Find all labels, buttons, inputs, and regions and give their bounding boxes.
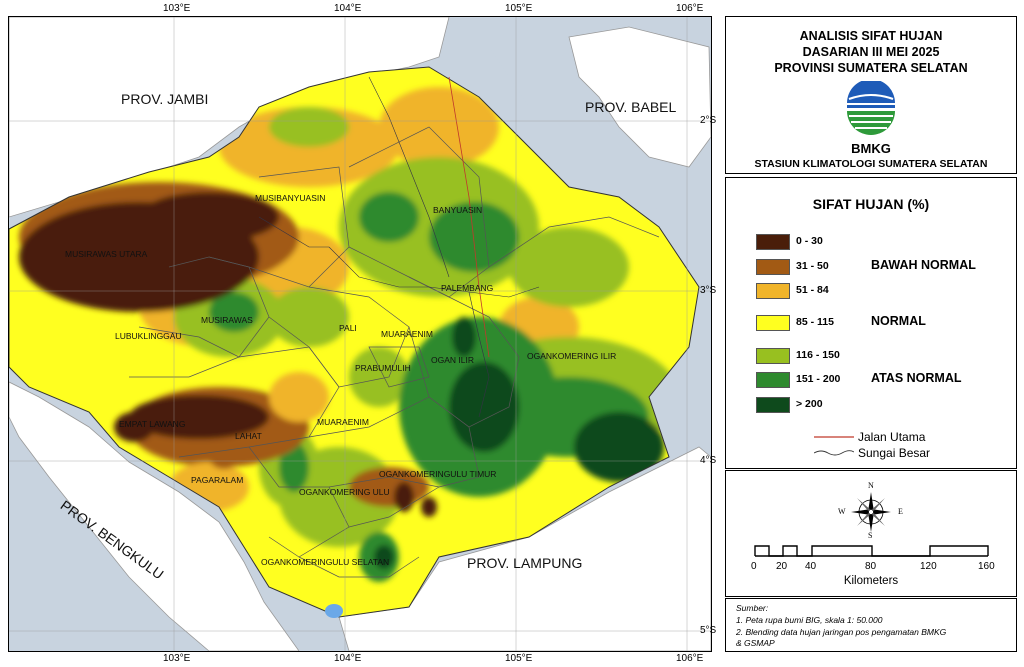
label-oku-timur: OGANKOMERINGULU TIMUR	[379, 469, 497, 479]
label-oki: OGANKOMERING ILIR	[527, 351, 617, 361]
compass-east: E	[898, 507, 903, 516]
label-banyuasin: BANYUASIN	[433, 205, 483, 215]
land-bengkulu	[9, 381, 300, 651]
scale-bar	[754, 545, 989, 557]
legend-label-2: 31 - 50	[796, 260, 829, 272]
legend-swatch-4	[756, 315, 790, 331]
lake	[325, 604, 343, 618]
bmkg-logo	[847, 81, 895, 135]
label-pagaralam: PAGARALAM	[191, 475, 244, 485]
scale-tick-20: 20	[776, 561, 788, 572]
label-oku-selatan: OGANKOMERINGULU SELATAN	[261, 557, 390, 567]
legend-swatch-6	[756, 372, 790, 388]
land-lampung	[338, 446, 711, 651]
label-oku: OGANKOMERING ULU	[299, 487, 390, 497]
lat-tick-2: 3°S	[700, 285, 717, 296]
river-legend-label: Sungai Besar	[858, 446, 931, 460]
scale-tick-120: 120	[920, 561, 937, 572]
legend-label-1: 0 - 30	[796, 235, 823, 247]
label-lubuklinggau: LUBUKLINGGAU	[115, 331, 182, 341]
category-above-normal: ATAS NORMAL	[871, 371, 962, 385]
label-empat-lawang: EMPAT LAWANG	[119, 419, 186, 429]
label-musibanyuasin: MUSIBANYUASIN	[255, 193, 326, 203]
legend-line-symbols	[814, 436, 854, 456]
lon-tick-bottom-4: 106°E	[676, 653, 704, 664]
label-prabumulih: PRABUMULIH	[355, 363, 411, 373]
river-symbol	[814, 450, 854, 456]
lon-tick-top-2: 104°E	[334, 3, 362, 14]
compass-south: S	[868, 531, 873, 540]
label-musirawas-utara: MUSIRAWAS UTARA	[65, 249, 148, 259]
source-panel: Sumber: 1. Peta rupa bumi BIG, skala 1: …	[725, 598, 1017, 652]
label-muaraenim-north: MUARAENIM	[381, 329, 433, 339]
title-panel: ANALISIS SIFAT HUJAN DASARIAN III MEI 20…	[725, 16, 1017, 174]
compass-north: N	[868, 481, 874, 490]
map-title-line3: PROVINSI SUMATERA SELATAN	[774, 61, 968, 75]
lon-tick-top-1: 103°E	[163, 3, 191, 14]
label-ogan-ilir: OGAN ILIR	[431, 355, 474, 365]
label-musirawas: MUSIRAWAS	[201, 315, 253, 325]
road-legend-label: Jalan Utama	[858, 430, 926, 444]
main-road	[448, 76, 490, 358]
label-muaraenim-south: MUARAENIM	[317, 417, 369, 427]
lon-tick-top-3: 105°E	[505, 3, 533, 14]
lat-tick-1: 2°S	[700, 115, 717, 126]
legend-panel: SIFAT HUJAN (%) 0 - 30 31 - 50 51 - 84 8…	[725, 177, 1017, 469]
source-line-1: 1. Peta rupa bumi BIG, skala 1: 50.000	[736, 615, 883, 625]
category-normal: NORMAL	[871, 314, 926, 328]
source-heading: Sumber:	[736, 603, 769, 613]
legend-label-6: 151 - 200	[796, 373, 841, 385]
label-prov-jambi: PROV. JAMBI	[121, 91, 209, 107]
station-name: STASIUN KLIMATOLOGI SUMATERA SELATAN	[754, 158, 988, 170]
legend-label-7: > 200	[796, 398, 823, 410]
river-network	[258, 76, 540, 418]
legend-label-3: 51 - 84	[796, 284, 829, 296]
lon-tick-bottom-1: 103°E	[163, 653, 191, 664]
province-boundary	[9, 66, 700, 618]
lon-tick-top-4: 106°E	[676, 3, 704, 14]
legend-swatch-5	[756, 348, 790, 364]
lon-tick-bottom-2: 104°E	[334, 653, 362, 664]
graticule	[9, 17, 711, 651]
label-prov-babel: PROV. BABEL	[585, 99, 677, 115]
bmkg-logo-text: BMKG	[851, 141, 891, 156]
legend-swatch-7	[756, 397, 790, 413]
legend-label-5: 116 - 150	[796, 349, 840, 361]
scale-panel: N S W E 0 20 40 80 120 160 Kilometers	[725, 470, 1017, 597]
lat-tick-3: 4°S	[700, 455, 717, 466]
legend-label-4: 85 - 115	[796, 316, 834, 328]
legend-swatch-1	[756, 234, 790, 250]
legend-heading: SIFAT HUJAN (%)	[812, 196, 930, 212]
scale-tick-80: 80	[865, 561, 877, 572]
label-lahat: LAHAT	[235, 431, 262, 441]
scale-unit: Kilometers	[843, 575, 899, 587]
legend-swatch-3	[756, 283, 790, 299]
compass-west: W	[838, 507, 846, 516]
source-line-3: & GSMAP	[736, 638, 775, 648]
lat-tick-4: 5°S	[700, 625, 717, 636]
district-boundaries	[129, 126, 660, 578]
compass-rose-icon	[851, 492, 891, 532]
map-title-line1: ANALISIS SIFAT HUJAN	[799, 29, 943, 43]
lon-tick-bottom-3: 105°E	[505, 653, 533, 664]
category-below-normal: BAWAH NORMAL	[871, 258, 976, 272]
land-babel	[568, 26, 711, 168]
rainfall-map: PROV. JAMBI PROV. BABEL PROV. BENGKULU P…	[8, 16, 712, 652]
scale-tick-0: 0	[751, 561, 757, 572]
source-line-2: 2. Blending data hujan jaringan pos peng…	[736, 627, 947, 637]
map-title-line2: DASARIAN III MEI 2025	[802, 45, 940, 59]
label-prov-lampung: PROV. LAMPUNG	[467, 555, 583, 571]
map-canvas	[9, 17, 711, 651]
label-palembang: PALEMBANG	[441, 283, 494, 293]
scale-tick-160: 160	[978, 561, 995, 572]
label-pali: PALI	[339, 323, 357, 333]
legend-swatch-2	[756, 259, 790, 275]
scale-tick-40: 40	[805, 561, 817, 572]
